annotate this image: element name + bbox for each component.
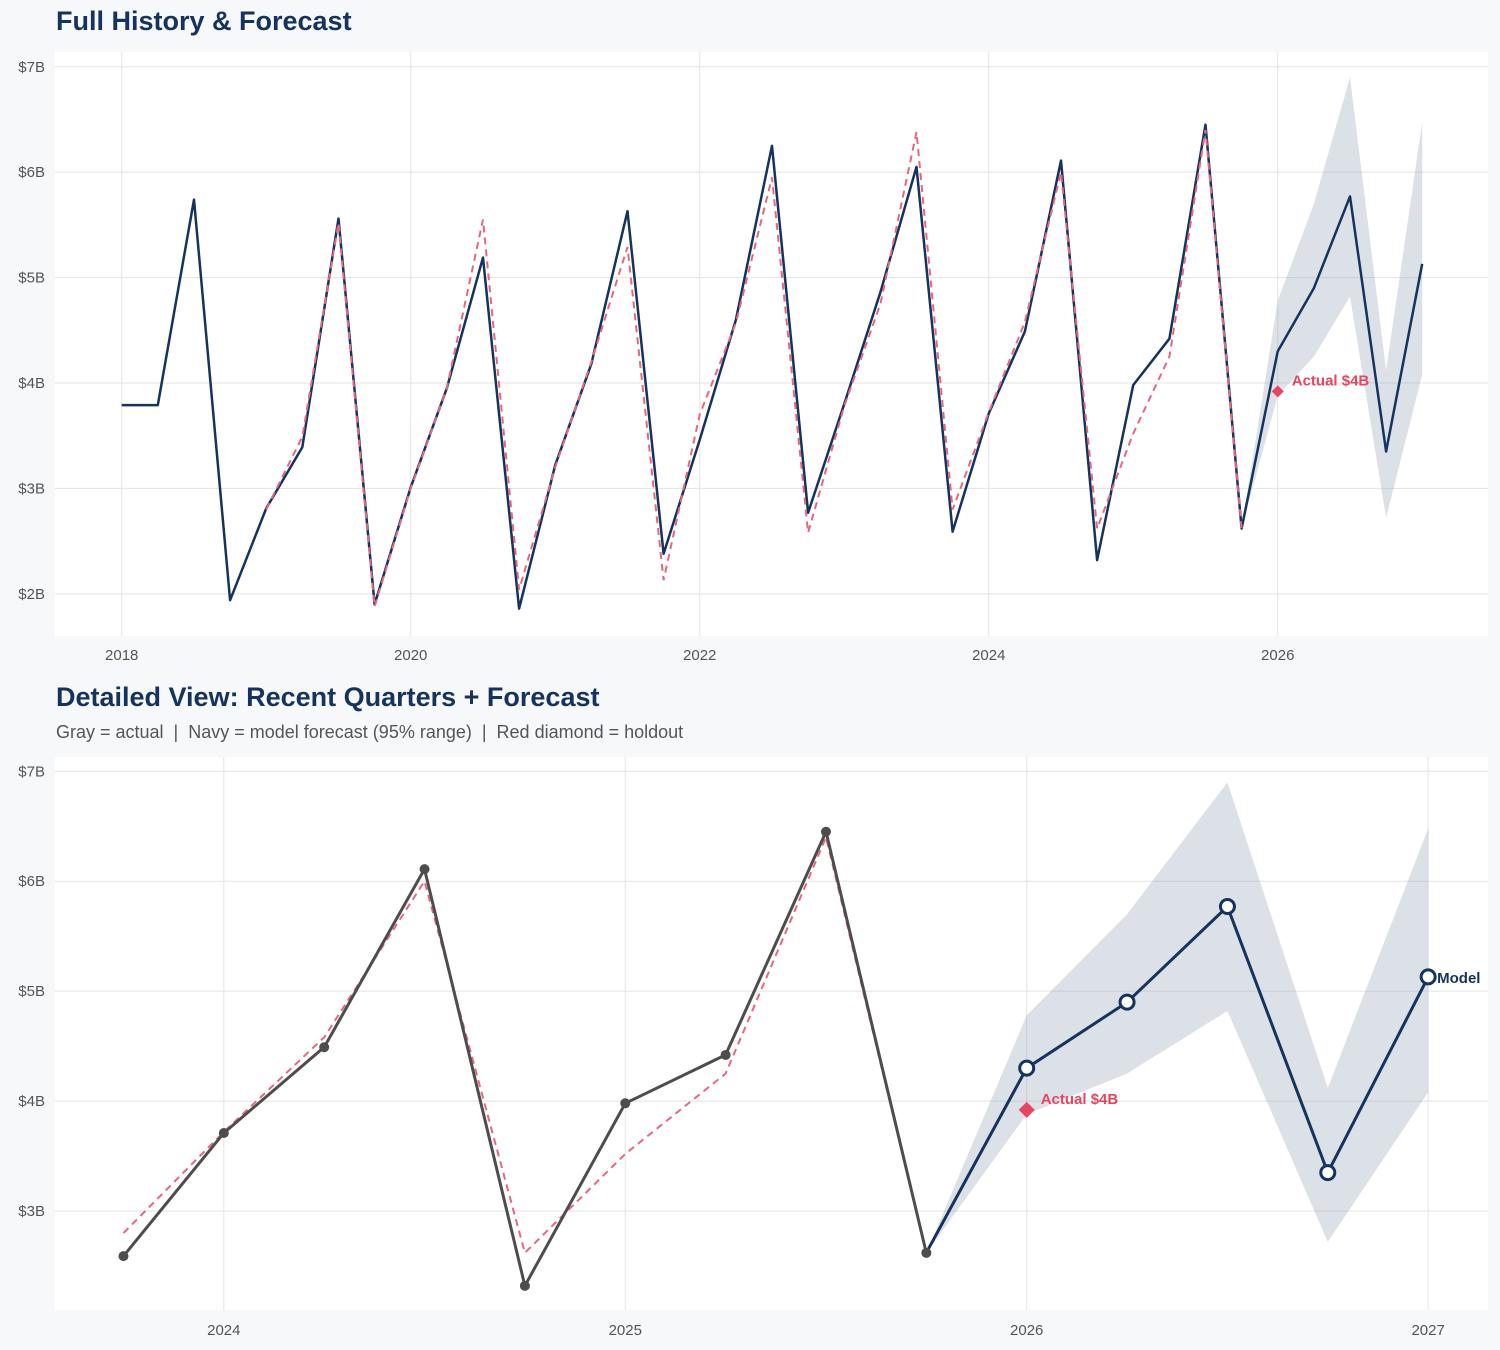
actual-point	[218, 1127, 229, 1138]
actual-point	[620, 1098, 631, 1109]
forecast-point	[1319, 1164, 1337, 1182]
forecast-95-band	[1241, 77, 1423, 529]
y-tick-label: $4B	[18, 375, 45, 392]
model-end-label: Model	[1437, 970, 1480, 987]
forecast-point	[1218, 898, 1236, 916]
actual-point	[118, 1251, 129, 1262]
y-tick-label: $3B	[18, 480, 45, 497]
forecast-point	[1118, 993, 1136, 1011]
y-tick-label: $7B	[18, 59, 45, 76]
forecast-point	[1419, 968, 1437, 986]
y-tick-label: $5B	[18, 983, 45, 1000]
forecast-line	[924, 903, 1430, 1254]
actual-and-forecast-line	[121, 123, 1424, 610]
actual-point	[519, 1280, 530, 1291]
chart-title-detailed-view: Detailed View: Recent Quarters + Forecas…	[56, 682, 600, 712]
holdout-diamond	[1271, 385, 1284, 398]
chart-subtitle: Gray = actual | Navy = model forecast (9…	[56, 722, 684, 742]
x-tick-label: 2022	[683, 647, 716, 664]
actual-point	[319, 1042, 330, 1053]
holdout-label: Actual $4B	[1292, 372, 1370, 389]
forecast-95-band	[926, 782, 1429, 1253]
y-tick-label: $7B	[18, 763, 45, 780]
y-tick-label: $6B	[18, 164, 45, 181]
actual-point	[720, 1049, 731, 1060]
x-tick-label: 2018	[105, 647, 138, 664]
actual-point	[419, 864, 430, 875]
x-tick-label: 2020	[394, 647, 427, 664]
x-tick-label: 2027	[1411, 1322, 1444, 1339]
y-tick-label: $3B	[18, 1203, 45, 1220]
full-history-chart: $2B $3B $4B $5B $6B $7B 2018 2020 2022 2024 2026 Ac…	[18, 52, 1488, 664]
x-tick-label: 2026	[1010, 1322, 1043, 1339]
plot-area	[55, 757, 1488, 1310]
y-tick-label: $4B	[18, 1093, 45, 1110]
y-tick-label: $2B	[18, 586, 45, 603]
chart-title-full-history: Full History & Forecast	[56, 6, 352, 36]
actual-point	[820, 826, 831, 837]
x-tick-label: 2024	[207, 1322, 240, 1339]
holdout-label: Actual $4B	[1041, 1091, 1119, 1108]
actual-point	[921, 1247, 932, 1258]
y-tick-label: $5B	[18, 270, 45, 287]
forecast-point	[1018, 1059, 1036, 1077]
y-tick-label: $6B	[18, 873, 45, 890]
x-tick-label: 2026	[1261, 647, 1294, 664]
holdout-diamond	[1018, 1101, 1035, 1118]
x-tick-label: 2024	[972, 647, 1005, 664]
x-tick-label: 2025	[609, 1322, 642, 1339]
